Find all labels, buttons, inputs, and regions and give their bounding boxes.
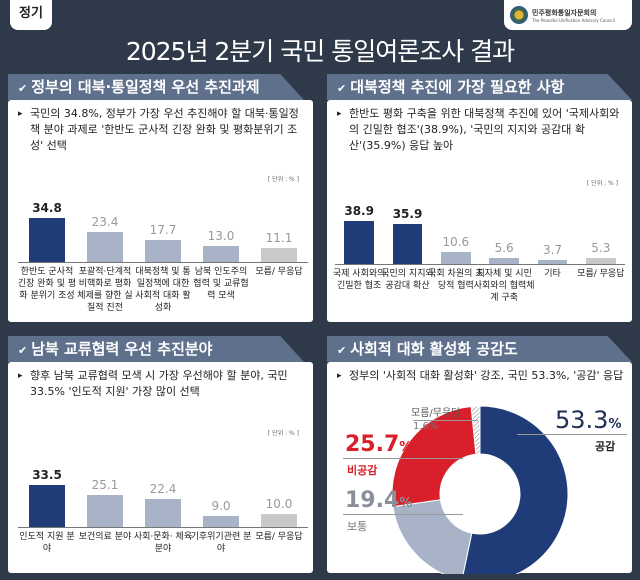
bar	[145, 498, 181, 527]
donut-label-value-비공감: 25.7%	[345, 432, 413, 457]
category-label: 보건의료 분야	[78, 532, 132, 542]
unit-label: [ 단위 : % ]	[267, 430, 299, 437]
value-label: 13.0	[207, 228, 235, 243]
category-label: 한반도 군사적 긴장 완화 및 평화 분위기 조성	[17, 267, 77, 301]
section-title: 남북 교류협력 우선 추진분야	[31, 340, 213, 358]
donut-slice-비공감	[391, 405, 477, 508]
bar-chart-1: 34.8 한반도 군사적 긴장 완화 및 평화 분위기 조성 23.4 포괄적·단계적…	[18, 200, 308, 313]
check-icon: ✔	[337, 344, 347, 357]
bar	[145, 239, 181, 262]
panel-description: 한반도 평화 구축을 위한 대북정책 추진에 있어 '국제사회와의 긴밀한 협조…	[337, 106, 624, 154]
value-label: 22.4	[149, 481, 177, 496]
panel-2: 한반도 평화 구축을 위한 대북정책 추진에 있어 '국제사회와의 긴밀한 협조…	[327, 100, 632, 322]
bar	[29, 484, 65, 527]
bar	[203, 515, 239, 527]
donut-label-value-모름: 1.6%	[413, 420, 479, 432]
baseline	[335, 264, 625, 265]
value-label: 25.1	[91, 478, 119, 493]
check-icon: ✔	[337, 82, 347, 95]
category-label: 지자체 및 시민사회와의 협력체계 구축	[473, 269, 535, 303]
donut-label-비공감: 비공감	[347, 464, 378, 477]
section-title: 대북정책 추진에 가장 필요한 사항	[350, 78, 565, 96]
logo-emblem-icon	[510, 6, 528, 24]
value-label: 9.0	[211, 498, 231, 513]
category-label: 국회 차원의 초당적 협력	[428, 269, 484, 291]
panel-description: 국민의 34.8%, 정부가 가장 우선 추진해야 할 대북·통일정책 분야 과…	[18, 106, 305, 154]
value-label: 11.1	[265, 230, 293, 245]
logo-name-en: The Peaceful Unification Advisory Counci…	[532, 17, 615, 23]
donut-slice-모름/무응답	[470, 405, 481, 455]
section-header-3: ✔ 남북 교류협력 우선 추진분야	[8, 336, 304, 362]
category-label: 국제 사회와의 긴밀한 협조	[332, 269, 386, 291]
logo-name-ko: 민주평화통일자문회의	[532, 8, 597, 17]
value-label: 10.0	[265, 497, 293, 512]
panel-description: 향후 남북 교류협력 모색 시 가장 우선해야 할 분야, 국민 33.5% '…	[18, 368, 305, 400]
category-label: 인도적 지원 분야	[19, 532, 75, 554]
value-label: 23.4	[91, 215, 119, 230]
bar-chart-2: 38.9 국제 사회와의 긴밀한 협조 35.9 국민의 지지와 공감대 확산 10.6…	[333, 200, 625, 303]
section-header-2: ✔ 대북정책 추진에 가장 필요한 사항	[327, 74, 632, 100]
bar	[344, 220, 375, 264]
bar	[440, 252, 471, 264]
value-label: 10.6	[442, 235, 470, 250]
page-title: 2025년 2분기 국민 통일여론조사 결과	[125, 37, 515, 66]
donut-label-모름: 모름/무응답	[411, 408, 461, 419]
category-badge: 정기	[10, 0, 52, 30]
panel-description: 정부의 '사회적 대화 활성화' 강조, 국민 53.3%, '공감' 응답	[337, 368, 624, 384]
bar	[585, 258, 616, 264]
category-label: 국민의 지지와 공감대 확산	[381, 269, 434, 291]
category-label: 포괄적·단계적 비핵화로 평화 체제를 향한 실질적 진전	[77, 267, 133, 313]
bar	[261, 514, 297, 527]
panel-1: 국민의 34.8%, 정부가 가장 우선 추진해야 할 대북·통일정책 분야 과…	[8, 100, 313, 322]
unit-label: [ 단위 : % ]	[267, 176, 299, 183]
value-label: 34.8	[32, 200, 62, 215]
panel-4: 정부의 '사회적 대화 활성화' 강조, 국민 53.3%, '공감' 응답 2…	[327, 362, 632, 574]
bar	[87, 232, 123, 262]
category-label: 기타	[544, 269, 561, 279]
logo: 민주평화통일자문회의 The Peaceful Unification Advis…	[504, 0, 632, 30]
value-label: 3.7	[542, 242, 563, 257]
baseline	[18, 262, 308, 263]
category-label: 남북 인도주의 협력 및 교류협력 모색	[193, 267, 249, 301]
section-header-4: ✔ 사회적 대화 활성화 공감도	[327, 336, 632, 362]
value-label: 38.9	[344, 203, 374, 218]
category-label: 기후위기관련 분야	[190, 532, 252, 554]
baseline	[18, 527, 308, 528]
category-label: 모름/ 무응답	[577, 269, 625, 279]
bar	[29, 217, 65, 262]
value-label: 5.6	[494, 240, 514, 255]
bar	[261, 247, 297, 262]
bar	[537, 259, 568, 264]
value-label: 17.7	[149, 222, 177, 237]
donut-chart	[391, 405, 569, 574]
panel-3: 향후 남북 교류협력 모색 시 가장 우선해야 할 분야, 국민 33.5% '…	[8, 362, 313, 573]
category-label: 모름/ 무응답	[255, 532, 303, 542]
value-label: 5.3	[591, 241, 611, 256]
bar	[392, 223, 423, 264]
bar-chart-3: 33.5 인도적 지원 분야 25.1 보건의료 분야 22.4 사회·문화· 체육 분야…	[18, 462, 308, 554]
category-label: 사회·문화· 체육 분야	[133, 532, 193, 554]
category-label: 대북정책 및 통일정책에 대한 사회적 대화 활성화	[135, 267, 191, 313]
donut-label-보통: 보통	[347, 520, 368, 533]
value-label: 33.5	[32, 467, 62, 482]
unit-label: [ 단위 : % ]	[586, 180, 618, 187]
bar	[87, 495, 123, 527]
category-label: 모름/ 무응답	[255, 267, 303, 277]
donut-label-value-보통: 19.4%	[345, 488, 413, 513]
section-title: 사회적 대화 활성화 공감도	[350, 340, 518, 358]
value-label: 35.9	[392, 206, 423, 221]
section-title: 정부의 대북·통일정책 우선 추진과제	[31, 78, 260, 96]
donut-label-공감: 공감	[595, 440, 616, 453]
donut-slice-공감	[462, 405, 569, 574]
bar	[203, 245, 239, 262]
section-header-1: ✔ 정부의 대북·통일정책 우선 추진과제	[8, 74, 304, 100]
donut-label-value-공감: 53.3%	[555, 406, 622, 434]
check-icon: ✔	[18, 344, 28, 357]
check-icon: ✔	[18, 82, 28, 95]
bar	[489, 257, 520, 264]
